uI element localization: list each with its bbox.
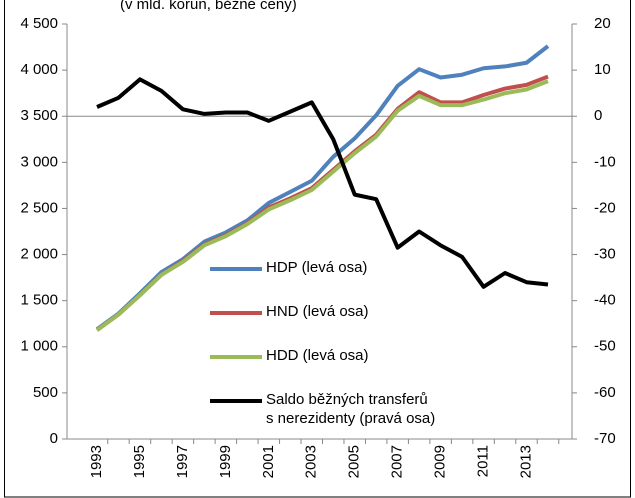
legend-label: Saldo běžných transferů s nerezidenty (p… <box>266 391 436 427</box>
y-tick-label: 1 500 <box>20 292 58 309</box>
legend-swatch <box>210 355 262 359</box>
x-tick-label: 2013 <box>517 445 534 478</box>
x-tick-label: 2009 <box>432 445 449 478</box>
x-tick-label: 1999 <box>217 445 234 478</box>
y-tick-label: 1 000 <box>20 338 58 355</box>
y-tick-label: 4 000 <box>20 61 58 78</box>
y2-tick-label: -40 <box>594 292 616 309</box>
x-tick-label: 1995 <box>131 445 148 478</box>
y2-tick-label: 20 <box>594 15 611 32</box>
y-tick-label: 500 <box>33 384 58 401</box>
y2-tick-label: -20 <box>594 199 616 216</box>
y2-tick-label: -30 <box>594 246 616 263</box>
y-tick-label: 4 500 <box>20 15 58 32</box>
legend-swatch <box>210 311 262 315</box>
y-tick-label: 3 500 <box>20 107 58 124</box>
legend-swatch <box>210 399 262 403</box>
x-tick-label: 2005 <box>346 445 363 478</box>
x-tick-label: 2011 <box>475 445 492 477</box>
legend: HDP (levá osa) HND (levá osa) HDD (levá os… <box>210 258 435 434</box>
series-line <box>95 79 549 332</box>
y-tick-label: 2 000 <box>20 246 58 263</box>
legend-swatch <box>210 267 262 271</box>
x-tick-label: 2007 <box>389 445 406 478</box>
y2-tick-label: -70 <box>594 430 616 447</box>
x-tick-label: 2003 <box>303 445 320 478</box>
series-line <box>96 77 549 289</box>
y-tick-label: 2 500 <box>20 199 58 216</box>
y2-tick-label: 10 <box>594 61 611 78</box>
y2-tick-label: -10 <box>594 153 616 170</box>
chart-subtitle: (v mld. korun, běžné ceny) <box>120 0 297 13</box>
y2-tick-label: 0 <box>594 107 602 124</box>
legend-label: HDD (levá osa) <box>266 347 369 364</box>
x-tick-label: 1993 <box>88 445 105 478</box>
chart-border <box>4 0 631 498</box>
y-tick-label: 3 000 <box>20 153 58 170</box>
legend-item: Saldo běžných transferů s nerezidenty (p… <box>210 390 435 434</box>
y2-tick-label: -60 <box>594 384 616 401</box>
legend-label: HND (levá osa) <box>266 303 369 320</box>
legend-item: HDP (levá osa) <box>210 258 435 302</box>
legend-label: HDP (levá osa) <box>266 259 368 276</box>
x-tick-label: 1997 <box>174 445 191 478</box>
y2-tick-label: -50 <box>594 338 616 355</box>
x-tick-label: 2001 <box>260 445 277 478</box>
legend-item: HND (levá osa) <box>210 302 435 346</box>
legend-item: HDD (levá osa) <box>210 346 435 390</box>
y-tick-label: 0 <box>50 430 58 447</box>
